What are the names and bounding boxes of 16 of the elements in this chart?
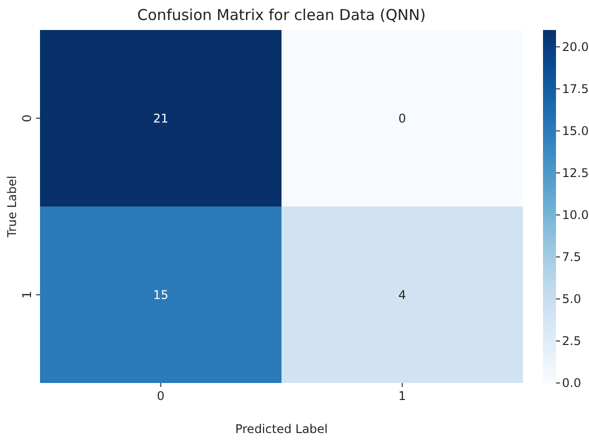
data-label: 21 bbox=[153, 111, 168, 126]
color-bar-label: 5.0 bbox=[562, 292, 582, 306]
data-label: 4 bbox=[398, 288, 406, 302]
color-bar-label: 15.0 bbox=[562, 124, 589, 138]
color-bar-label: 7.5 bbox=[562, 250, 582, 264]
color-bar-label: 12.5 bbox=[562, 166, 589, 180]
color-bar-label: 10.0 bbox=[562, 208, 589, 222]
color-bar-label: 2.5 bbox=[562, 334, 582, 348]
chart-title: Confusion Matrix for clean Data (QNN) bbox=[137, 6, 426, 24]
data-label: 0 bbox=[398, 111, 406, 126]
data-label: 15 bbox=[153, 288, 168, 302]
color-bar-label: 20.0 bbox=[562, 40, 589, 54]
x-axis-title: Predicted Label bbox=[235, 422, 328, 436]
y-axis-title: True Label bbox=[5, 176, 19, 238]
color-bar-label: 17.5 bbox=[562, 82, 589, 96]
color-bar-label: 0.0 bbox=[562, 376, 582, 390]
